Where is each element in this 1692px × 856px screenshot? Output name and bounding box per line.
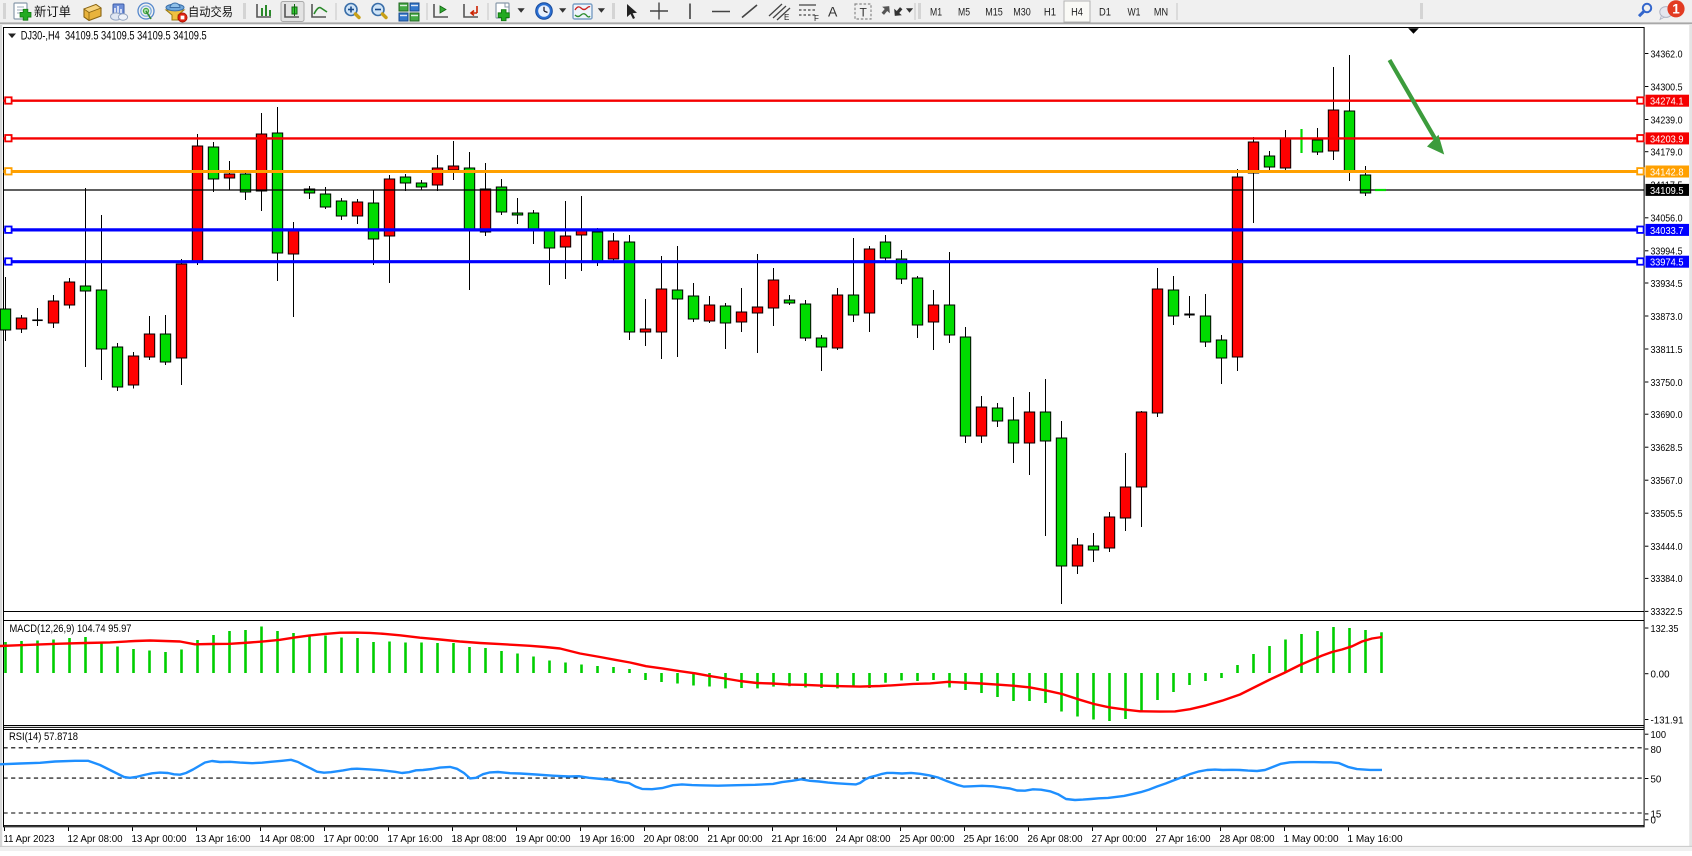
svg-text:25 Apr 00:00: 25 Apr 00:00: [900, 834, 955, 845]
svg-text:MACD(12,26,9) 104.74 95.97: MACD(12,26,9) 104.74 95.97: [10, 623, 132, 635]
svg-text:13 Apr 00:00: 13 Apr 00:00: [132, 834, 187, 845]
svg-text:33384.0: 33384.0: [1651, 573, 1683, 585]
svg-text:34109.5: 34109.5: [1650, 185, 1684, 197]
svg-text:33974.5: 33974.5: [1650, 257, 1684, 269]
svg-text:28 Apr 08:00: 28 Apr 08:00: [1220, 834, 1275, 845]
svg-text:DJ30-,H4 34109.5 34109.5 3410: DJ30-,H4 34109.5 34109.5 34109.5 34109.5: [21, 30, 207, 42]
svg-text:17 Apr 16:00: 17 Apr 16:00: [388, 834, 443, 845]
svg-text:14 Apr 08:00: 14 Apr 08:00: [260, 834, 315, 845]
svg-text:21 Apr 00:00: 21 Apr 00:00: [708, 834, 763, 845]
svg-text:132.35: 132.35: [1651, 623, 1679, 635]
svg-text:100: 100: [1651, 729, 1667, 741]
svg-text:25 Apr 16:00: 25 Apr 16:00: [964, 834, 1019, 845]
svg-text:34203.9: 34203.9: [1650, 133, 1684, 145]
svg-text:H1: H1: [1044, 7, 1056, 19]
svg-text:18 Apr 08:00: 18 Apr 08:00: [452, 834, 507, 845]
svg-text:13 Apr 16:00: 13 Apr 16:00: [196, 834, 251, 845]
svg-text:34239.0: 34239.0: [1651, 114, 1683, 126]
svg-text:M1: M1: [930, 7, 942, 19]
svg-text:26 Apr 08:00: 26 Apr 08:00: [1028, 834, 1083, 845]
svg-text:F: F: [814, 14, 819, 23]
svg-text:新订单: 新订单: [34, 4, 71, 19]
svg-text:1 May 00:00: 1 May 00:00: [1284, 834, 1339, 845]
svg-text:17 Apr 00:00: 17 Apr 00:00: [324, 834, 379, 845]
svg-text:33322.5: 33322.5: [1651, 606, 1683, 618]
svg-text:34362.0: 34362.0: [1651, 48, 1683, 60]
svg-text:34179.0: 34179.0: [1651, 147, 1683, 159]
svg-text:RSI(14) 57.8718: RSI(14) 57.8718: [9, 731, 78, 743]
svg-text:27 Apr 16:00: 27 Apr 16:00: [1156, 834, 1211, 845]
svg-text:33690.0: 33690.0: [1651, 409, 1683, 421]
svg-text:E: E: [784, 13, 789, 22]
svg-text:33628.5: 33628.5: [1651, 442, 1683, 454]
svg-text:D1: D1: [1099, 7, 1111, 19]
svg-text:自动交易: 自动交易: [188, 4, 233, 19]
svg-text:34142.8: 34142.8: [1650, 166, 1684, 178]
svg-text:24 Apr 08:00: 24 Apr 08:00: [836, 834, 891, 845]
svg-text:W1: W1: [1128, 7, 1141, 19]
svg-text:MN: MN: [1154, 7, 1168, 19]
svg-text:M30: M30: [1013, 7, 1031, 19]
svg-text:19 Apr 00:00: 19 Apr 00:00: [516, 834, 571, 845]
svg-text:A: A: [828, 4, 838, 20]
svg-text:33505.5: 33505.5: [1651, 508, 1683, 520]
svg-text:33750.0: 33750.0: [1651, 377, 1683, 389]
svg-text:33934.5: 33934.5: [1651, 278, 1683, 290]
svg-text:27 Apr 00:00: 27 Apr 00:00: [1092, 834, 1147, 845]
svg-text:19 Apr 16:00: 19 Apr 16:00: [580, 834, 635, 845]
svg-text:15: 15: [1651, 809, 1662, 821]
svg-text:34274.1: 34274.1: [1650, 96, 1684, 108]
svg-text:21 Apr 16:00: 21 Apr 16:00: [772, 834, 827, 845]
svg-text:33444.0: 33444.0: [1651, 541, 1683, 553]
svg-text:0: 0: [1651, 815, 1657, 827]
svg-text:1: 1: [1672, 2, 1680, 17]
svg-text:33873.0: 33873.0: [1651, 311, 1683, 323]
svg-text:-131.91: -131.91: [1651, 714, 1684, 726]
svg-text:34056.0: 34056.0: [1651, 213, 1683, 225]
svg-text:12 Apr 08:00: 12 Apr 08:00: [68, 834, 123, 845]
svg-text:33811.5: 33811.5: [1651, 344, 1683, 356]
svg-text:0.00: 0.00: [1651, 669, 1670, 681]
svg-text:M5: M5: [958, 7, 970, 19]
svg-text:H4: H4: [1071, 7, 1083, 19]
svg-text:11 Apr 2023: 11 Apr 2023: [4, 834, 55, 845]
svg-text:M15: M15: [985, 7, 1003, 19]
svg-text:33994.5: 33994.5: [1651, 246, 1683, 258]
svg-text:33567.0: 33567.0: [1651, 475, 1683, 487]
svg-text:34033.7: 34033.7: [1650, 225, 1684, 237]
svg-text:20 Apr 08:00: 20 Apr 08:00: [644, 834, 699, 845]
svg-text:34300.5: 34300.5: [1651, 81, 1683, 93]
svg-text:1 May 16:00: 1 May 16:00: [1348, 834, 1403, 845]
svg-text:50: 50: [1651, 773, 1662, 785]
svg-text:80: 80: [1651, 744, 1662, 756]
svg-text:T: T: [860, 6, 868, 20]
